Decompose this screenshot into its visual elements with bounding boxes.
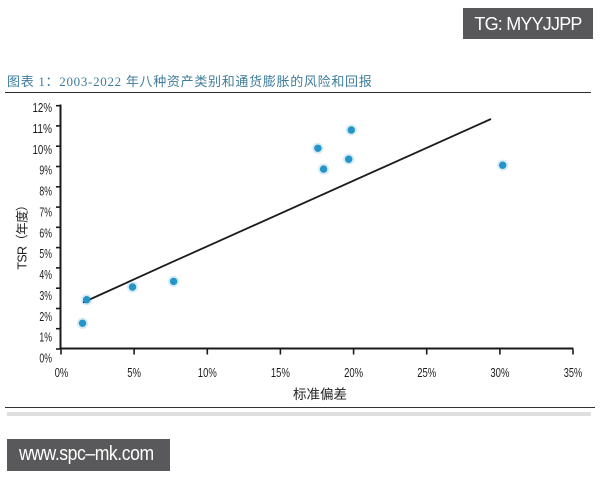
svg-text:11%: 11% bbox=[33, 121, 53, 136]
svg-text:30%: 30% bbox=[490, 365, 509, 380]
svg-text:25%: 25% bbox=[417, 365, 436, 380]
svg-text:5%: 5% bbox=[39, 246, 52, 261]
svg-text:8%: 8% bbox=[39, 184, 52, 199]
svg-text:6%: 6% bbox=[39, 225, 52, 240]
svg-text:10%: 10% bbox=[33, 142, 53, 157]
svg-text:7%: 7% bbox=[39, 204, 52, 219]
svg-text:0%: 0% bbox=[55, 365, 69, 380]
svg-text:1%: 1% bbox=[39, 330, 52, 345]
svg-text:0%: 0% bbox=[39, 351, 52, 366]
svg-text:12%: 12% bbox=[33, 100, 53, 115]
svg-text:35%: 35% bbox=[564, 365, 583, 380]
svg-text:9%: 9% bbox=[39, 163, 52, 178]
svg-text:20%: 20% bbox=[344, 365, 363, 380]
svg-text:5%: 5% bbox=[127, 365, 141, 380]
svg-text:3%: 3% bbox=[39, 288, 52, 303]
svg-text:2%: 2% bbox=[39, 309, 52, 324]
svg-text:15%: 15% bbox=[271, 365, 290, 380]
svg-text:10%: 10% bbox=[198, 365, 217, 380]
svg-text:4%: 4% bbox=[39, 267, 52, 282]
